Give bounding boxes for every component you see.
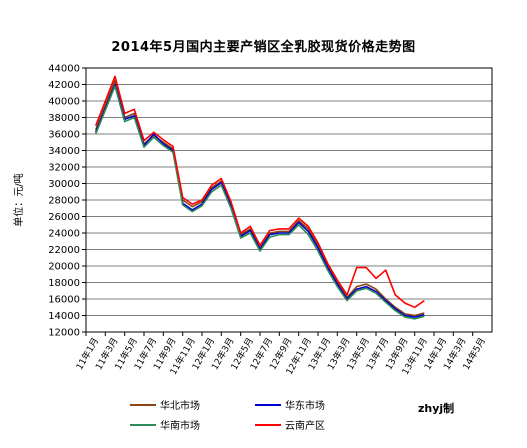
y-tick-label: 26000: [48, 212, 80, 223]
y-tick-label: 24000: [48, 229, 80, 240]
y-tick-label: 12000: [48, 328, 80, 339]
gridlines: [86, 84, 492, 316]
y-tick-label: 20000: [48, 262, 80, 273]
y-axis-ticks: 12000 14000 16000 18000 20000 22000 24000 26000…: [48, 64, 86, 339]
y-tick-label: 36000: [48, 130, 80, 141]
y-tick-label: 18000: [48, 278, 80, 289]
series-line-4: [94, 75, 425, 309]
legend-label: 华东市场: [285, 399, 325, 412]
legend-label: 云南产区: [285, 419, 325, 432]
series-line-3: [94, 85, 425, 320]
y-tick-label: 14000: [48, 311, 80, 322]
y-tick-label: 34000: [48, 146, 80, 157]
y-tick-label: 44000: [48, 64, 80, 75]
y-tick-label: 38000: [48, 113, 80, 124]
chart-note: zhyj制: [418, 401, 454, 415]
y-tick-label: 22000: [48, 245, 80, 256]
legend-label: 华北市场: [160, 399, 200, 412]
y-axis-label: 单位：元/吨: [12, 173, 25, 226]
y-tick-label: 32000: [48, 163, 80, 174]
series-group: [94, 75, 425, 320]
series-line-2: [94, 83, 425, 318]
y-tick-label: 30000: [48, 179, 80, 190]
y-tick-label: 40000: [48, 97, 80, 108]
legend-label: 华南市场: [160, 419, 200, 432]
y-tick-label: 16000: [48, 295, 80, 306]
chart-title: 2014年5月国内主要产销区全乳胶现货价格走势图: [111, 40, 416, 55]
y-tick-label: 28000: [48, 196, 80, 207]
y-tick-label: 42000: [48, 80, 80, 91]
x-axis-ticks: 11年1月11年3月11年5月11年7月11年9月11年11月12年1月12年3…: [73, 332, 488, 377]
